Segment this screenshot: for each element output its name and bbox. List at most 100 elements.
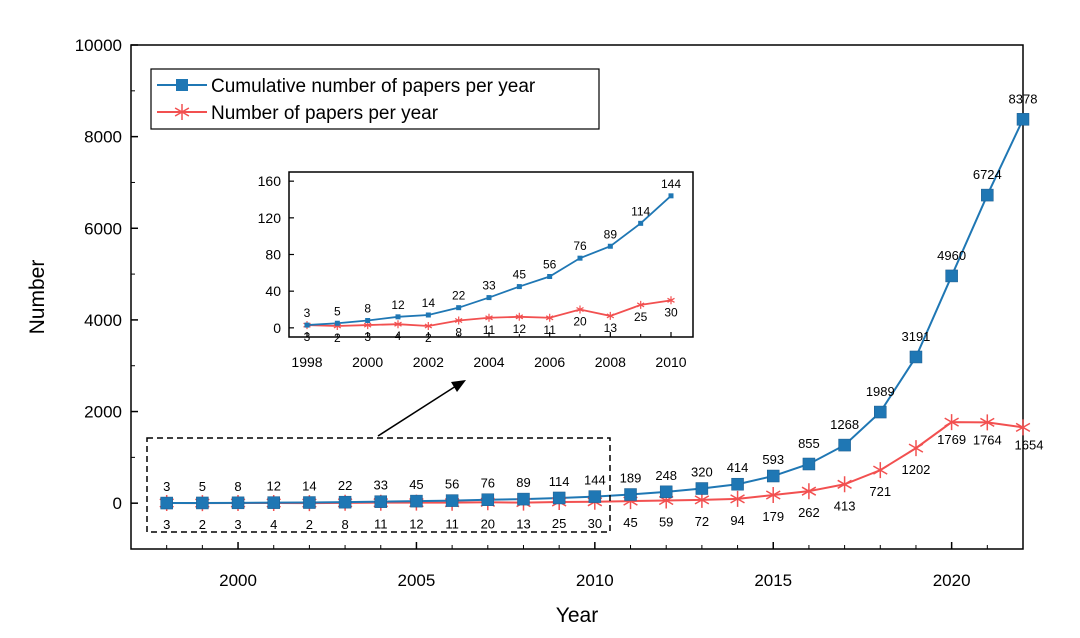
data-label-annual: 3 (163, 517, 170, 532)
point-cumulative (303, 496, 316, 509)
point-annual (801, 483, 817, 500)
data-label-cumulative: 414 (727, 460, 749, 475)
inset-point-cumulative (638, 220, 644, 226)
data-label-cumulative: 855 (798, 436, 820, 451)
inset-x-tick-label: 2008 (595, 354, 626, 370)
inset-data-label-annual: 3 (304, 330, 311, 344)
inset-point-annual (515, 312, 524, 321)
x-tick-label: 2000 (219, 571, 257, 590)
point-cumulative (588, 490, 602, 503)
inset-data-label-cumulative: 76 (573, 239, 587, 253)
data-label-annual: 12 (409, 517, 423, 532)
data-label-annual: 25 (552, 516, 566, 531)
data-label-cumulative: 76 (481, 476, 495, 491)
y-tick-label: 10000 (75, 36, 122, 55)
inset-point-cumulative (425, 312, 431, 318)
data-label-annual: 45 (623, 515, 637, 530)
zoom-region-box (146, 437, 611, 533)
data-label-cumulative: 144 (584, 473, 606, 488)
data-label-cumulative: 33 (374, 478, 388, 493)
y-tick-label: 4000 (84, 311, 122, 330)
inset-point-annual (394, 320, 402, 329)
inset-data-label-cumulative: 14 (422, 296, 436, 310)
inset-point-cumulative (456, 305, 462, 311)
data-label-cumulative: 56 (445, 477, 459, 492)
data-label-cumulative: 12 (266, 479, 280, 494)
inset-point-annual (545, 313, 554, 322)
inset-point-annual (454, 316, 463, 325)
data-label-annual: 59 (659, 514, 673, 529)
inset-data-label-cumulative: 3 (304, 306, 311, 320)
point-cumulative (838, 438, 851, 452)
inset-point-cumulative (607, 243, 613, 249)
inset-data-label-cumulative: 8 (364, 302, 371, 316)
inset-point-cumulative (365, 318, 371, 323)
point-cumulative (231, 496, 245, 510)
data-label-cumulative: 4960 (937, 248, 966, 263)
point-cumulative (624, 488, 637, 501)
inset-data-label-cumulative: 5 (334, 304, 341, 318)
point-cumulative (909, 350, 923, 364)
point-annual (837, 476, 852, 493)
inset-point-cumulative (334, 320, 340, 326)
inset-y-tick-label: 80 (265, 247, 281, 263)
inset-x-tick-label: 2010 (655, 354, 686, 370)
inset-data-label-annual: 2 (425, 331, 432, 345)
data-label-annual: 2 (306, 517, 313, 532)
x-axis-label: Year (556, 604, 598, 627)
legend-label-cumulative: Cumulative number of papers per year (211, 76, 536, 97)
point-cumulative (196, 496, 209, 510)
legend-box (150, 68, 600, 130)
inset-data-label-annual: 3 (364, 330, 371, 344)
data-label-cumulative: 3 (163, 479, 170, 494)
point-cumulative (731, 477, 744, 491)
point-cumulative (695, 482, 709, 495)
inset-point-cumulative (577, 255, 583, 261)
data-label-annual: 4 (270, 517, 277, 532)
data-label-annual: 11 (374, 517, 388, 532)
plot-frame (130, 44, 1024, 550)
inset-data-label-annual: 4 (395, 329, 402, 343)
point-cumulative (160, 496, 173, 510)
legend-label-annual: Number of papers per year (211, 103, 439, 124)
data-label-annual: 3 (234, 517, 241, 532)
data-label-cumulative: 14 (302, 479, 316, 494)
inset-point-annual (636, 300, 645, 309)
point-cumulative (410, 494, 423, 508)
inset-data-label-cumulative: 45 (513, 268, 527, 282)
point-annual (908, 440, 924, 457)
point-annual (730, 490, 745, 507)
data-label-cumulative: 3191 (901, 329, 930, 344)
point-cumulative (552, 491, 566, 505)
inset-plot: 0 40 80 120 160 1998 2000 2002 2004 2006 2008 2010 3… (258, 171, 694, 370)
inset-x-tick-label: 2000 (352, 354, 383, 370)
inset-data-label-annual: 20 (573, 315, 587, 329)
inset-point-annual (424, 322, 433, 330)
x-tick-label: 2005 (398, 571, 436, 590)
data-label-cumulative: 22 (338, 478, 352, 493)
inset-point-cumulative (395, 314, 401, 320)
inset-x-tick-label: 1998 (291, 354, 322, 370)
inset-data-label-annual: 30 (664, 305, 678, 319)
data-label-annual: 413 (834, 498, 856, 513)
inset-y-tick-label: 40 (265, 283, 281, 299)
y-tick-label: 0 (113, 494, 122, 513)
point-cumulative (945, 269, 958, 283)
data-label-cumulative: 248 (655, 468, 677, 483)
data-label-cumulative: 89 (516, 475, 530, 490)
point-annual (1015, 419, 1031, 436)
inset-data-label-cumulative: 56 (543, 258, 557, 272)
y-tick-label: 6000 (84, 219, 122, 238)
zoom-arrow-head (451, 380, 466, 392)
inset-data-label-cumulative: 12 (391, 298, 405, 312)
inset-point-annual (606, 311, 615, 320)
point-annual (873, 462, 888, 479)
y-tick-label: 2000 (84, 403, 122, 422)
inset-data-label-annual: 8 (455, 326, 462, 340)
inset-point-annual (667, 296, 675, 305)
inset-data-label-cumulative: 33 (482, 279, 496, 293)
data-label-annual: 179 (762, 509, 784, 524)
data-label-cumulative: 320 (691, 465, 713, 480)
